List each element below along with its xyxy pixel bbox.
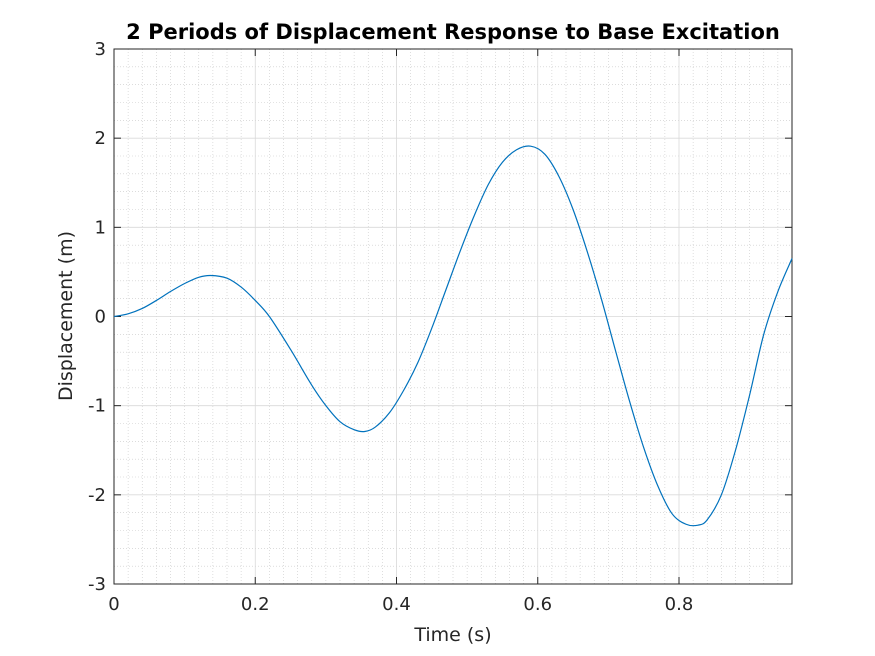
chart-title: 2 Periods of Displacement Response to Ba… [126, 20, 780, 44]
x-ticks: 0 0.2 0.4 0.6 0.8 [108, 49, 693, 615]
x-tick-label: 0.4 [382, 594, 411, 615]
y-tick-label: 0 [95, 307, 106, 328]
x-tick-label: 0.2 [241, 594, 270, 615]
y-tick-label: 1 [95, 217, 106, 238]
x-tick-label: 0.6 [523, 594, 552, 615]
y-tick-label: 2 [95, 128, 106, 149]
x-tick-label: 0.8 [665, 594, 694, 615]
x-axis-label: Time (s) [413, 624, 491, 646]
y-tick-label: -2 [88, 485, 106, 506]
y-tick-label: -3 [88, 574, 106, 595]
series-line [113, 145, 793, 527]
major-grid [114, 49, 792, 584]
y-axis-label: Displacement (m) [55, 231, 77, 401]
y-tick-label: 3 [95, 39, 106, 60]
x-tick-label: 0 [108, 594, 119, 615]
y-tick-label: -1 [88, 396, 106, 417]
y-ticks: -3 -2 -1 0 1 2 3 [88, 39, 792, 595]
